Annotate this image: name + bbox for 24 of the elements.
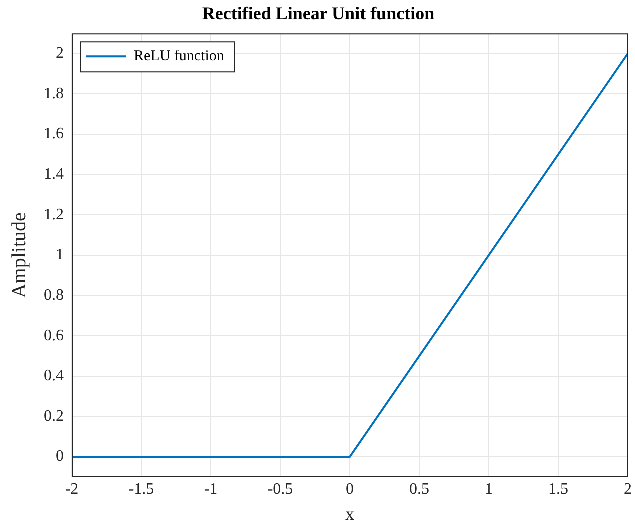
y-tick-label: 1.4 (44, 166, 64, 183)
x-tick-label: -1.5 (128, 481, 154, 498)
x-tick-label: 1 (485, 481, 493, 498)
x-tick-label: 0 (346, 481, 354, 498)
y-tick-label: 0 (56, 448, 64, 466)
x-tick-label: -1 (204, 481, 218, 498)
x-tick-label: 1.5 (548, 481, 568, 498)
x-tick-label: -0.5 (268, 481, 294, 498)
y-tick-label: 0.6 (44, 327, 64, 344)
y-tick-label: 0.2 (44, 408, 64, 425)
chart-title: Rectified Linear Unit function (202, 3, 435, 24)
y-axis-title: Amplitude (8, 212, 30, 298)
y-tick-label: 2 (56, 44, 64, 62)
x-tick-label: -2 (65, 481, 79, 498)
x-tick-label: 0.5 (410, 481, 430, 498)
y-tick-label: 1.6 (44, 126, 64, 143)
legend-label: ReLU function (134, 48, 225, 65)
y-tick-label: 1.8 (44, 85, 64, 102)
y-tick-label: 1 (56, 246, 64, 264)
x-tick-label: 2 (624, 481, 632, 498)
y-tick-label: 1.2 (44, 206, 64, 224)
y-tick-label: 0.4 (44, 368, 64, 385)
y-tick-label: 0.8 (44, 286, 64, 304)
x-axis-title: x (346, 504, 354, 524)
